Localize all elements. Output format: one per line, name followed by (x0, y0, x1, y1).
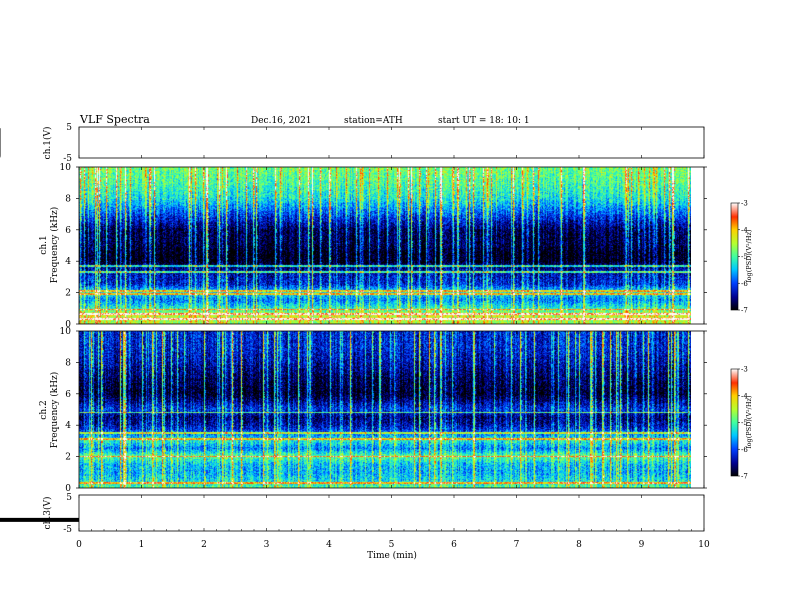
ch1-spectrogram-panel: 0 2 4 6 8 10 ch.1 Frequency (kHz) -3 -4 -5 -6 -7 … (39, 163, 753, 330)
time-tick-label: 6 (451, 540, 457, 550)
station-label: station=ATH (344, 116, 403, 126)
frequency-tick-label: 4 (65, 257, 71, 267)
ch1-colorbar-label: log(PSD)(V²/Hz) (745, 229, 753, 282)
frequency-tick-label: 0 (65, 484, 71, 494)
frequency-tick-label: 6 (65, 390, 71, 400)
ch1-frequency-ticks: 0 2 4 6 8 10 (60, 163, 707, 330)
ch2-spectrogram-channel-label: ch.2 (39, 400, 49, 419)
start-ut-label: start UT = 18: 10: 1 (438, 116, 530, 126)
ch3-waveform-panel: 5 -5 ch.3(V) (0, 493, 705, 535)
ch2-spectrogram-panel: 0 2 4 6 8 10 ch.2 Frequency (kHz) -3 -4 -5 -6 -7 … (39, 327, 753, 494)
ch1-colorbar: -3 -4 -5 -6 -7 log(PSD)(V²/Hz) (730, 200, 753, 315)
figure-title: VLF Spectra (79, 113, 150, 126)
time-tick-label: 4 (326, 540, 332, 550)
colorbar-tick-label: -6 (741, 280, 748, 288)
colorbar-tick-label: -3 (741, 366, 748, 374)
frequency-tick-label: 10 (60, 327, 72, 337)
time-tick-label: 7 (514, 540, 520, 550)
frequency-tick-label: 2 (65, 453, 71, 463)
time-tick-label: 0 (76, 540, 82, 550)
ch2-colorbar: -3 -4 -5 -6 -7 log(PSD)(V²/Hz) (730, 366, 753, 481)
ch3-waveform-frame (78, 494, 705, 532)
colorbar-tick-label: -5 (741, 419, 748, 427)
colorbar-tick-label: -4 (741, 226, 748, 234)
frequency-tick-label: 8 (65, 194, 71, 204)
ch1-waveform-panel: 5 -5 ch.1(V) (0, 123, 705, 164)
colorbar-tick-label: -4 (741, 392, 748, 400)
frequency-tick-label: 4 (65, 421, 71, 431)
time-tick-label: 1 (139, 540, 145, 550)
ch1-ytick-bottom: -5 (63, 154, 72, 164)
frequency-tick-label: 2 (65, 289, 71, 299)
time-tick-label: 9 (639, 540, 645, 550)
ch1-waveform-frame (78, 126, 705, 159)
ch1-colorbar-gradient (730, 202, 739, 311)
ch2-spectrogram-image (79, 331, 691, 488)
time-tick-label: 8 (576, 540, 582, 550)
time-axis-ticks: 0 1 2 3 4 5 6 7 8 9 10 (76, 127, 710, 550)
ch1-ytick-top: 5 (66, 123, 72, 133)
colorbar-tick-label: -7 (741, 473, 748, 481)
ch2-colorbar-label: log(PSD)(V²/Hz) (745, 395, 753, 448)
colorbar-tick-label: -3 (741, 200, 748, 208)
ch1-waveform-ylabel: ch.1(V) (42, 127, 53, 160)
ch1-spectrogram-image (79, 167, 691, 324)
ch3-waveform-ylabel: ch.3(V) (42, 497, 53, 530)
frequency-tick-label: 8 (65, 358, 71, 368)
frequency-tick-label: 6 (65, 226, 71, 236)
date-label: Dec.16, 2021 (251, 116, 312, 126)
time-axis-label: Time (min) (367, 550, 417, 561)
ch1-colorbar-ticks: -3 -4 -5 -6 -7 (738, 200, 748, 315)
ch1-spectrogram-channel-label: ch.1 (39, 235, 49, 254)
ch2-colorbar-ticks: -3 -4 -5 -6 -7 (738, 366, 748, 481)
ch2-frequency-ticks: 0 2 4 6 8 10 (60, 327, 707, 494)
ch1-frequency-axis-label: Frequency (kHz) (49, 207, 60, 284)
ch3-ytick-bottom: -5 (63, 525, 72, 535)
frequency-tick-label: 0 (65, 320, 71, 330)
colorbar-tick-label: -6 (741, 446, 748, 454)
time-tick-label: 5 (389, 540, 395, 550)
ch2-colorbar-gradient (730, 368, 739, 477)
time-tick-label: 10 (698, 540, 710, 550)
colorbar-tick-label: -7 (741, 307, 748, 315)
frequency-tick-label: 10 (60, 163, 72, 173)
time-tick-label: 3 (264, 540, 270, 550)
ch2-frequency-axis-label: Frequency (kHz) (49, 372, 60, 449)
ch3-ytick-top: 5 (66, 493, 72, 503)
colorbar-tick-label: -5 (741, 253, 748, 261)
time-tick-label: 2 (201, 540, 207, 550)
